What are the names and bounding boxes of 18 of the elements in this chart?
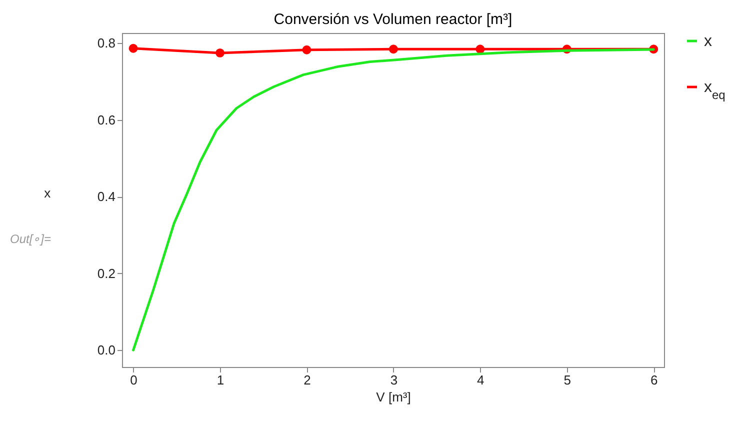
y-tick-label: 0.2 <box>97 266 116 281</box>
y-tick-label: 0.8 <box>97 35 116 50</box>
x-tick-label: 1 <box>216 372 224 388</box>
text: Out[∘]= <box>10 232 52 246</box>
legend-label: x$_{eq}$ <box>704 79 726 102</box>
x-tick-label: 6 <box>650 372 658 388</box>
y-axis-title: x <box>44 186 52 200</box>
legend-label: x <box>704 33 712 50</box>
chart-title: Conversión vs Volumen reactor [m³] <box>274 11 512 28</box>
y-tick-label: 0.6 <box>97 112 116 128</box>
y-tick-label: 0.0 <box>97 342 116 358</box>
x-axis-title: V [m³] <box>376 390 411 404</box>
x-tick-label: 0 <box>130 372 138 388</box>
x-tick-label: 5 <box>564 372 571 388</box>
x-tick-label: 3 <box>390 372 398 388</box>
y-tick-label: 0.4 <box>97 189 116 204</box>
x-tick-label: 2 <box>304 372 311 388</box>
x-tick-label: 4 <box>477 372 484 388</box>
